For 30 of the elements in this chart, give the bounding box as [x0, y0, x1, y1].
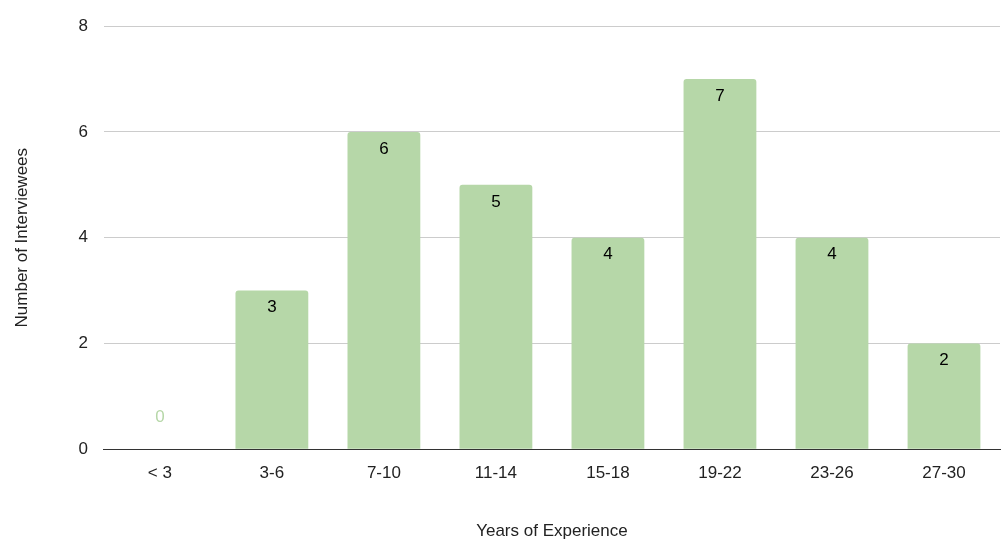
x-tick-label: 27-30	[922, 463, 966, 483]
y-tick-label: 8	[78, 15, 88, 35]
x-axis-title: Years of Experience	[476, 521, 628, 541]
bar	[347, 131, 421, 449]
bar	[907, 343, 981, 449]
data-label: 7	[715, 85, 725, 105]
bar	[683, 79, 757, 449]
x-tick-label: 19-22	[698, 463, 742, 483]
bar	[459, 184, 533, 449]
x-tick-label: < 3	[147, 463, 172, 483]
bar	[571, 237, 645, 449]
data-label: 4	[603, 244, 613, 264]
data-label: 2	[939, 350, 949, 370]
x-tick-label: 3-6	[259, 463, 285, 483]
y-tick-label: 4	[78, 227, 88, 247]
y-tick-label: 6	[78, 121, 88, 141]
x-tick-label: 15-18	[586, 463, 630, 483]
data-label: 0	[155, 406, 165, 426]
bar	[235, 290, 309, 449]
y-tick-label: 0	[78, 438, 88, 458]
x-tick-label: 11-14	[474, 463, 518, 483]
data-label: 3	[267, 297, 277, 317]
data-label: 6	[379, 138, 389, 158]
y-axis-title: Number of Interviewees	[11, 147, 31, 328]
data-label: 4	[827, 244, 837, 264]
x-tick-label: 23-26	[810, 463, 854, 483]
data-label: 5	[491, 191, 501, 211]
y-tick-label: 2	[78, 333, 88, 353]
x-tick-label: 7-10	[366, 463, 401, 483]
bar	[795, 237, 869, 449]
